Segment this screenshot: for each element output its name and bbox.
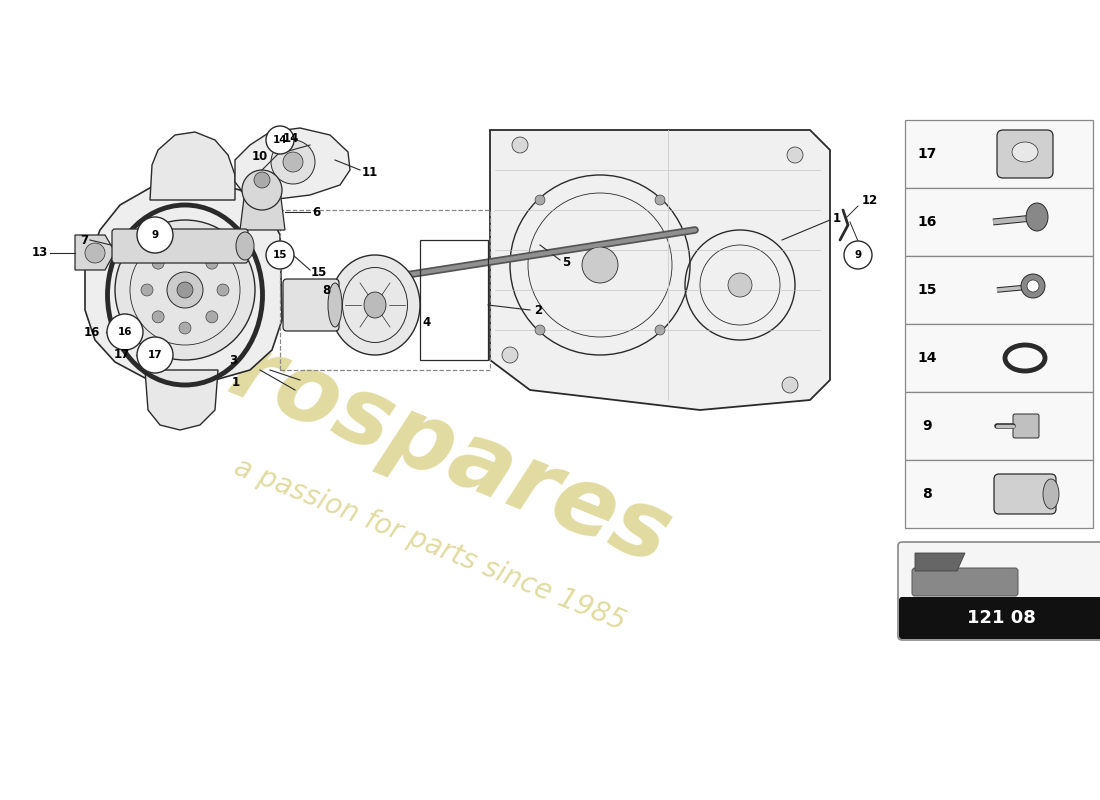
FancyBboxPatch shape — [899, 597, 1100, 639]
Text: 15: 15 — [273, 250, 287, 260]
Circle shape — [786, 147, 803, 163]
Text: 4: 4 — [422, 315, 430, 329]
Circle shape — [654, 325, 666, 335]
FancyBboxPatch shape — [112, 229, 248, 263]
Polygon shape — [240, 190, 285, 230]
Polygon shape — [915, 553, 965, 571]
Ellipse shape — [328, 283, 342, 327]
Text: 16: 16 — [118, 327, 132, 337]
Circle shape — [152, 311, 164, 323]
Circle shape — [177, 282, 192, 298]
Circle shape — [167, 272, 204, 308]
Circle shape — [1027, 280, 1040, 292]
Text: 14: 14 — [917, 351, 937, 365]
Text: 8: 8 — [922, 487, 932, 501]
Text: 13: 13 — [32, 246, 48, 259]
Polygon shape — [905, 392, 1093, 460]
Polygon shape — [85, 180, 282, 382]
Polygon shape — [905, 188, 1093, 256]
Ellipse shape — [1012, 142, 1038, 162]
Polygon shape — [75, 235, 116, 270]
Text: 12: 12 — [862, 194, 878, 206]
Circle shape — [728, 273, 752, 297]
Text: 17: 17 — [147, 350, 163, 360]
FancyBboxPatch shape — [997, 130, 1053, 178]
Circle shape — [138, 217, 173, 253]
Polygon shape — [905, 256, 1093, 324]
Circle shape — [85, 243, 104, 263]
Text: 9: 9 — [922, 419, 932, 433]
Text: 14: 14 — [283, 131, 299, 145]
Circle shape — [242, 170, 282, 210]
Text: 11: 11 — [362, 166, 378, 178]
Circle shape — [535, 325, 544, 335]
Circle shape — [179, 246, 191, 258]
Text: 17: 17 — [917, 147, 937, 161]
Circle shape — [512, 137, 528, 153]
Circle shape — [1021, 274, 1045, 298]
Circle shape — [206, 311, 218, 323]
FancyBboxPatch shape — [898, 542, 1100, 640]
Polygon shape — [490, 130, 830, 410]
Polygon shape — [905, 460, 1093, 528]
Text: 16: 16 — [84, 326, 100, 338]
Circle shape — [138, 337, 173, 373]
Ellipse shape — [330, 255, 420, 355]
Ellipse shape — [1026, 203, 1048, 231]
Text: eurospares: eurospares — [96, 275, 684, 585]
FancyBboxPatch shape — [283, 279, 339, 331]
Polygon shape — [150, 132, 235, 200]
Circle shape — [141, 284, 153, 296]
Ellipse shape — [236, 232, 254, 260]
FancyBboxPatch shape — [1013, 414, 1040, 438]
Text: 15: 15 — [917, 283, 937, 297]
Circle shape — [116, 220, 255, 360]
Circle shape — [502, 347, 518, 363]
Text: 6: 6 — [312, 206, 320, 218]
Text: 9: 9 — [855, 250, 861, 260]
Polygon shape — [905, 324, 1093, 392]
Text: 8: 8 — [322, 283, 330, 297]
Circle shape — [271, 140, 315, 184]
Circle shape — [179, 322, 191, 334]
Text: 14: 14 — [273, 135, 287, 145]
Circle shape — [152, 257, 164, 269]
Text: 16: 16 — [917, 215, 937, 229]
Circle shape — [582, 247, 618, 283]
FancyBboxPatch shape — [912, 568, 1018, 596]
Text: 2: 2 — [534, 303, 542, 317]
Text: 1: 1 — [232, 375, 240, 389]
Circle shape — [782, 377, 797, 393]
Polygon shape — [235, 128, 350, 200]
Text: 7: 7 — [80, 234, 88, 246]
Text: 1: 1 — [833, 213, 842, 226]
Text: 17: 17 — [113, 349, 130, 362]
Ellipse shape — [364, 292, 386, 318]
Text: 5: 5 — [562, 257, 570, 270]
Circle shape — [654, 195, 666, 205]
Circle shape — [206, 257, 218, 269]
Text: 3: 3 — [229, 354, 236, 366]
Circle shape — [107, 314, 143, 350]
Circle shape — [535, 195, 544, 205]
Polygon shape — [145, 370, 218, 430]
Circle shape — [217, 284, 229, 296]
Text: 10: 10 — [252, 150, 268, 162]
Text: 15: 15 — [311, 266, 328, 278]
Ellipse shape — [1043, 479, 1059, 509]
FancyBboxPatch shape — [994, 474, 1056, 514]
Circle shape — [266, 126, 294, 154]
Circle shape — [254, 172, 270, 188]
Circle shape — [844, 241, 872, 269]
Text: 9: 9 — [152, 230, 158, 240]
Circle shape — [283, 152, 302, 172]
Text: 121 08: 121 08 — [967, 609, 1035, 627]
Text: a passion for parts since 1985: a passion for parts since 1985 — [230, 454, 630, 637]
Circle shape — [266, 241, 294, 269]
Polygon shape — [905, 120, 1093, 188]
